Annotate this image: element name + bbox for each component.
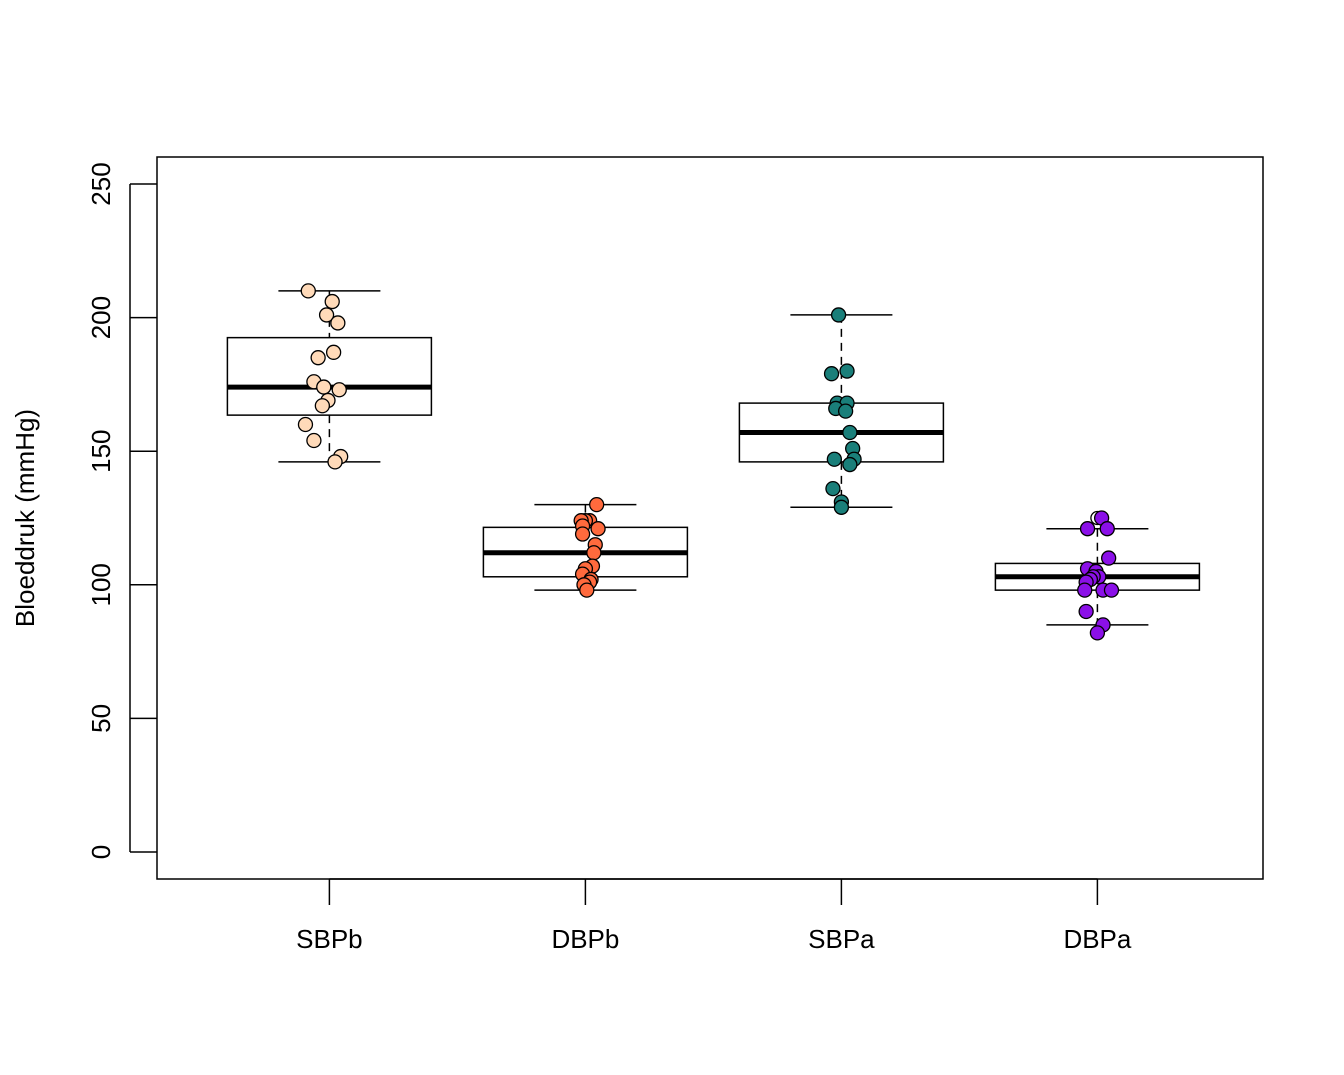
- y-tick-label: 150: [86, 430, 116, 473]
- data-point: [589, 496, 605, 513]
- x-tick-label: SBPb: [296, 924, 363, 954]
- data-point: [1089, 625, 1106, 641]
- data-point: [833, 499, 850, 515]
- box-sbpb: [226, 283, 433, 470]
- data-point: [823, 366, 840, 382]
- data-point: [1077, 582, 1093, 598]
- data-point: [1078, 603, 1094, 620]
- data-point: [331, 382, 347, 398]
- data-point: [1099, 521, 1115, 537]
- data-point: [325, 344, 342, 360]
- data-point: [842, 424, 858, 441]
- x-tick-label: DBPa: [1063, 924, 1131, 954]
- y-tick-label: 100: [86, 563, 116, 606]
- data-point: [837, 403, 854, 419]
- data-point: [826, 451, 843, 467]
- y-axis-label: Bloeddruk (mmHg): [10, 409, 40, 627]
- y-tick-label: 250: [86, 162, 116, 205]
- data-point: [324, 293, 340, 310]
- data-point: [590, 521, 606, 537]
- data-point: [318, 307, 335, 323]
- box-dbpb: [482, 496, 689, 598]
- y-tick-label: 50: [86, 704, 116, 733]
- data-point: [839, 363, 855, 379]
- data-point: [300, 283, 316, 299]
- data-point: [330, 315, 346, 331]
- data-point: [825, 480, 841, 497]
- data-point: [327, 454, 343, 470]
- y-tick-label: 0: [86, 845, 116, 859]
- box-group: [226, 283, 1201, 641]
- data-point: [1079, 521, 1096, 537]
- x-axis: SBPb DBPb SBPa DBPa: [296, 878, 1132, 954]
- data-point: [314, 398, 331, 414]
- x-tick-label: DBPb: [551, 924, 619, 954]
- data-point: [297, 416, 314, 433]
- box-dbpa: [994, 510, 1201, 641]
- data-point: [1101, 550, 1117, 566]
- y-axis: 0 50 100 150 200 250: [86, 162, 157, 859]
- data-point: [579, 582, 595, 598]
- data-point: [830, 307, 847, 323]
- data-point: [316, 379, 332, 395]
- y-tick-label: 200: [86, 296, 116, 339]
- data-point: [1103, 582, 1120, 598]
- box-sbpa: [738, 307, 945, 515]
- x-tick-label: SBPa: [808, 924, 875, 954]
- data-point: [842, 456, 858, 473]
- data-point: [306, 432, 322, 449]
- data-point: [574, 526, 591, 542]
- data-point: [586, 545, 602, 561]
- data-point: [310, 350, 326, 366]
